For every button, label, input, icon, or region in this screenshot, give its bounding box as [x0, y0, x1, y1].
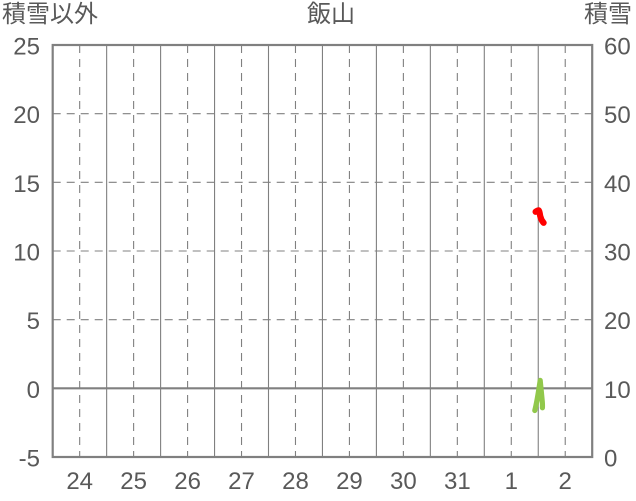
svg-text:20: 20: [13, 102, 40, 129]
svg-text:50: 50: [604, 102, 631, 129]
svg-text:28: 28: [282, 468, 309, 495]
svg-text:25: 25: [120, 468, 147, 495]
svg-text:30: 30: [604, 240, 631, 267]
svg-text:27: 27: [228, 468, 255, 495]
svg-text:26: 26: [174, 468, 201, 495]
svg-text:31: 31: [444, 468, 471, 495]
svg-text:30: 30: [390, 468, 417, 495]
svg-text:5: 5: [27, 308, 40, 335]
svg-text:20: 20: [604, 308, 631, 335]
svg-text:1: 1: [505, 468, 518, 495]
svg-text:40: 40: [604, 171, 631, 198]
svg-text:-5: -5: [19, 446, 40, 473]
svg-text:29: 29: [336, 468, 363, 495]
svg-text:0: 0: [604, 446, 617, 473]
svg-text:25: 25: [13, 34, 40, 61]
svg-text:積雪以外: 積雪以外: [2, 0, 98, 29]
svg-text:60: 60: [604, 34, 631, 61]
svg-text:積雪: 積雪: [584, 0, 632, 29]
svg-text:2: 2: [559, 468, 572, 495]
svg-text:飯山: 飯山: [307, 0, 355, 29]
svg-text:24: 24: [66, 468, 93, 495]
svg-text:0: 0: [27, 377, 40, 404]
svg-text:15: 15: [13, 171, 40, 198]
svg-text:10: 10: [604, 377, 631, 404]
svg-text:10: 10: [13, 240, 40, 267]
